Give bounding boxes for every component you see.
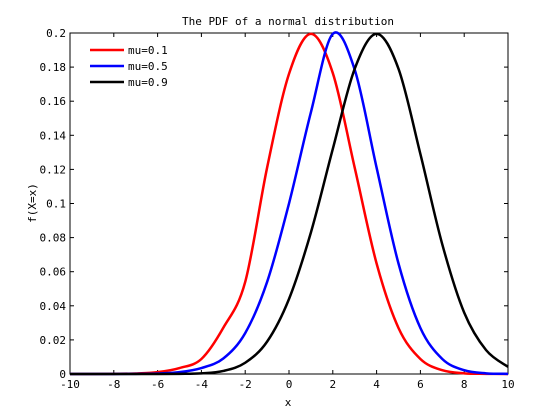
x-tick-label: -6 (151, 378, 164, 391)
x-tick-label: 6 (417, 378, 424, 391)
y-axis-label: f(X=x) (26, 183, 39, 223)
x-tick-label: -8 (107, 378, 120, 391)
x-axis-label: x (285, 396, 292, 409)
legend-label: mu=0.9 (128, 76, 168, 89)
y-tick-label: 0.06 (40, 266, 67, 279)
legend: mu=0.1 mu=0.5 mu=0.9 (84, 40, 170, 92)
y-tick-label: 0.12 (40, 163, 67, 176)
x-axis-ticks: -10 -8 -6 -4 -2 0 2 4 6 8 10 (60, 33, 515, 391)
y-axis-ticks: 0 0.02 0.04 0.06 0.08 0.1 0.12 0.14 0.16 0.18 0.2 (40, 27, 508, 381)
x-tick-label: 4 (373, 378, 380, 391)
x-tick-label: 10 (501, 378, 514, 391)
y-tick-label: 0.08 (40, 232, 67, 245)
y-tick-label: 0.18 (40, 61, 67, 74)
legend-label: mu=0.1 (128, 44, 168, 57)
x-tick-label: -4 (195, 378, 209, 391)
y-tick-label: 0.02 (40, 334, 67, 347)
legend-label: mu=0.5 (128, 60, 168, 73)
y-tick-label: 0.1 (46, 198, 66, 211)
x-tick-label: 2 (329, 378, 336, 391)
series-line-2 (69, 32, 509, 376)
y-tick-label: 0.16 (40, 95, 67, 108)
series-lines (69, 31, 509, 376)
y-tick-label: 0.14 (40, 129, 67, 142)
x-tick-label: -10 (60, 378, 80, 391)
x-tick-label: 8 (461, 378, 468, 391)
chart-title: The PDF of a normal distribution (182, 15, 394, 28)
x-tick-label: 0 (286, 378, 293, 391)
x-tick-label: -2 (239, 378, 252, 391)
y-tick-label: 0.2 (46, 27, 66, 40)
y-tick-label: 0.04 (40, 300, 67, 313)
y-tick-label: 0 (59, 368, 66, 381)
